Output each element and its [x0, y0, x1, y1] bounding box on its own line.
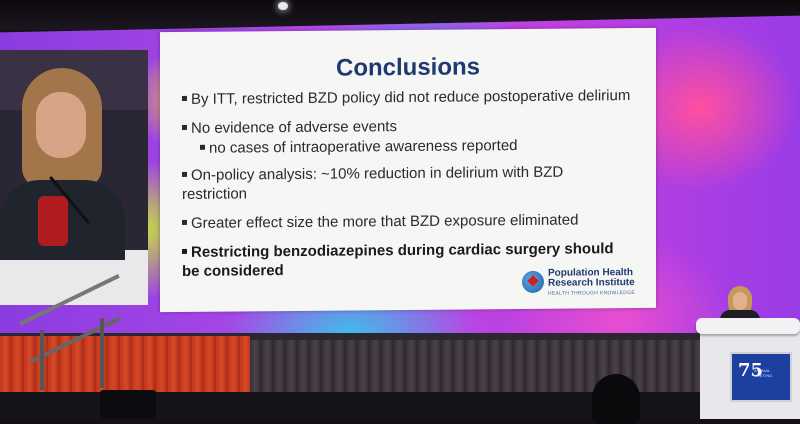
- podium-screen: 75 ANNUAL MEETING: [730, 352, 792, 402]
- institute-logo: Population Health Research Institute HEA…: [522, 267, 646, 301]
- podium-top: [696, 318, 800, 334]
- bullet-list: By ITT, restricted BZD policy did not re…: [182, 86, 632, 281]
- bullet-item: By ITT, restricted BZD policy did not re…: [182, 86, 632, 109]
- slide-title: Conclusions: [335, 53, 480, 82]
- railing-post: [100, 318, 104, 388]
- stage-monitor: [100, 390, 156, 419]
- speaker-video-panel: [0, 50, 148, 305]
- railing-post: [40, 330, 44, 390]
- podium-logo-text: ANNUAL MEETING: [754, 368, 773, 378]
- logo-line2: Research Institute: [548, 277, 635, 289]
- bullet-square-icon: [182, 219, 187, 225]
- bullet-text: No evidence of adverse events: [191, 118, 397, 137]
- podium-logo-number: 75: [738, 360, 764, 381]
- bullet-square-icon: [182, 95, 187, 101]
- bullet-item: On-policy analysis: ~10% reduction in de…: [182, 162, 632, 204]
- audience-member: [592, 374, 640, 424]
- ceiling-light: [278, 2, 288, 10]
- logo-text: Population Health Research Institute: [548, 267, 635, 289]
- logo-tagline: HEALTH THROUGH KNOWLEDGE: [548, 290, 636, 297]
- bullet-item: No evidence of adverse events: [182, 115, 632, 138]
- bullet-text: By ITT, restricted BZD policy did not re…: [191, 87, 631, 108]
- bullet-text: On-policy analysis: ~10% reduction in de…: [182, 163, 564, 203]
- bullet-square-icon: [200, 144, 205, 150]
- presenter-face: [733, 292, 747, 310]
- bullet-square-icon: [182, 124, 187, 130]
- bullet-text: Greater effect size the more that BZD ex…: [191, 211, 579, 232]
- red-curtain: [0, 336, 250, 396]
- speaker-shirt: [38, 196, 68, 246]
- bullet-square-icon: [182, 248, 187, 254]
- globe-icon: [522, 270, 544, 294]
- bullet-item: Greater effect size the more that BZD ex…: [182, 210, 632, 233]
- sub-bullet-text: no cases of intraoperative awareness rep…: [209, 137, 518, 157]
- presentation-slide: Conclusions By ITT, restricted BZD polic…: [160, 27, 656, 313]
- sub-bullet-item: no cases of intraoperative awareness rep…: [182, 135, 632, 158]
- bullet-square-icon: [182, 171, 187, 177]
- speaker-face: [36, 92, 86, 158]
